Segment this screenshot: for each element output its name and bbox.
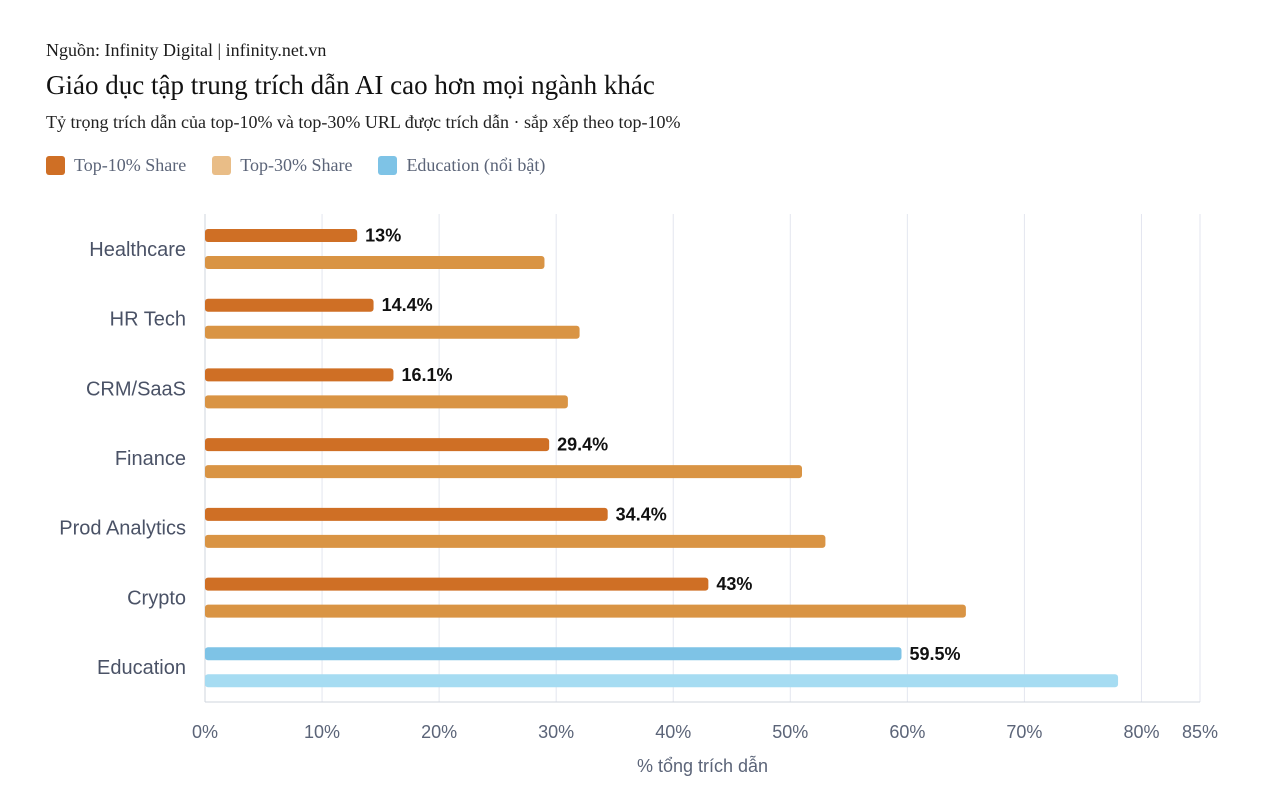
category-label: Crypto (127, 587, 186, 609)
data-label: 43% (716, 574, 752, 594)
x-tick-label: 85% (1182, 722, 1218, 742)
category-label: Prod Analytics (59, 518, 186, 540)
data-label: 16.1% (401, 365, 452, 385)
chart-subtitle: Tỷ trọng trích dẫn của top-10% và top-30… (46, 112, 681, 132)
data-label: 14.4% (382, 295, 433, 315)
x-tick-label: 70% (1006, 722, 1042, 742)
bar-top30 (205, 395, 568, 409)
bar-top10 (205, 229, 358, 242)
bar-top10 (205, 438, 550, 452)
data-label: 29.4% (557, 435, 608, 455)
x-axis-title: % tổng trích dẫn (637, 755, 768, 776)
category-label: HR Tech (110, 309, 186, 331)
legend-label-top30: Top-30% Share (240, 155, 353, 175)
x-tick-label: 60% (889, 722, 925, 742)
bar-top30 (205, 674, 1119, 688)
bar-top10 (205, 368, 394, 382)
bar-top30 (205, 465, 802, 479)
legend-label-education: Education (nổi bật) (406, 155, 546, 175)
data-label: 13% (365, 226, 401, 246)
x-tick-label: 40% (655, 722, 691, 742)
x-tick-label: 50% (772, 722, 808, 742)
legend-item-top30[interactable]: Top-30% Share (212, 155, 352, 176)
legend-swatch-top30 (212, 156, 232, 175)
x-tick-label: 80% (1123, 722, 1159, 742)
bar-top30 (205, 534, 826, 548)
legend-swatch-top10 (46, 156, 65, 175)
bar-top10 (205, 647, 902, 661)
legend: Top-10% Share Top-30% Share Education (n… (46, 155, 545, 176)
category-label: CRM/SaaS (86, 378, 186, 400)
legend-swatch-education (378, 156, 398, 175)
bar-top30 (205, 325, 580, 339)
bar-top30 (205, 604, 966, 618)
legend-item-top10[interactable]: Top-10% Share (46, 155, 186, 176)
category-label: Healthcare (89, 239, 186, 261)
category-label: Education (97, 657, 186, 679)
bar-top10 (205, 507, 608, 521)
x-tick-label: 10% (304, 722, 340, 742)
x-tick-label: 0% (192, 722, 218, 742)
x-tick-label: 30% (538, 722, 574, 742)
source-line: Nguồn: Infinity Digital | infinity.net.v… (46, 40, 327, 60)
chart-title: Giáo dục tập trung trích dẫn AI cao hơn … (46, 70, 655, 100)
legend-item-education[interactable]: Education (nổi bật) (378, 155, 545, 176)
bar-top30 (205, 256, 545, 269)
category-label: Finance (115, 448, 186, 470)
data-label: 59.5% (910, 644, 961, 664)
legend-label-top10: Top-10% Share (74, 155, 187, 175)
x-tick-label: 20% (421, 722, 457, 742)
bar-top10 (205, 577, 709, 591)
data-label: 34.4% (616, 504, 667, 524)
bar-top10 (205, 298, 374, 312)
